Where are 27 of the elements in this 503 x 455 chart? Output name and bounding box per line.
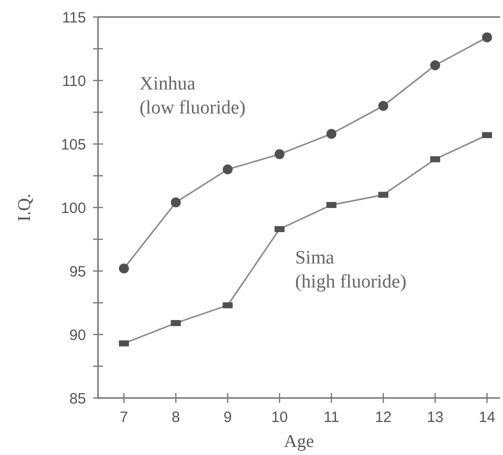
x-tick-label: 9 (224, 409, 232, 426)
point (118, 263, 129, 274)
x-tick-label: 7 (120, 409, 128, 426)
y-axis-title: I.Q. (14, 194, 34, 222)
point (274, 149, 285, 160)
x-tick-label: 14 (478, 409, 496, 426)
text: Xinhua (low fluoride) (139, 73, 246, 118)
point (326, 128, 336, 139)
x-tick-label: 10 (271, 409, 288, 426)
series-label: Sima (high fluoride) (295, 247, 406, 292)
y-tick-label: 110 (62, 72, 86, 90)
x-tick-label: 13 (426, 409, 444, 426)
point (170, 197, 181, 208)
x-tick-label: 11 (324, 409, 340, 426)
x-axis-title: Age (284, 431, 314, 451)
point (378, 100, 388, 111)
y-tick-label: 95 (69, 263, 86, 280)
y-tick-label: 100 (60, 200, 86, 217)
y-tick-label: 115 (62, 9, 86, 26)
y-tick-label: 90 (69, 326, 86, 344)
point (222, 164, 233, 174)
point (482, 32, 492, 42)
point (430, 60, 440, 70)
y-tick-label: 105 (60, 136, 86, 154)
x-tick-label: 12 (374, 409, 392, 426)
y-tick-label: 85 (69, 390, 86, 408)
x-tick-label: 8 (172, 409, 180, 426)
